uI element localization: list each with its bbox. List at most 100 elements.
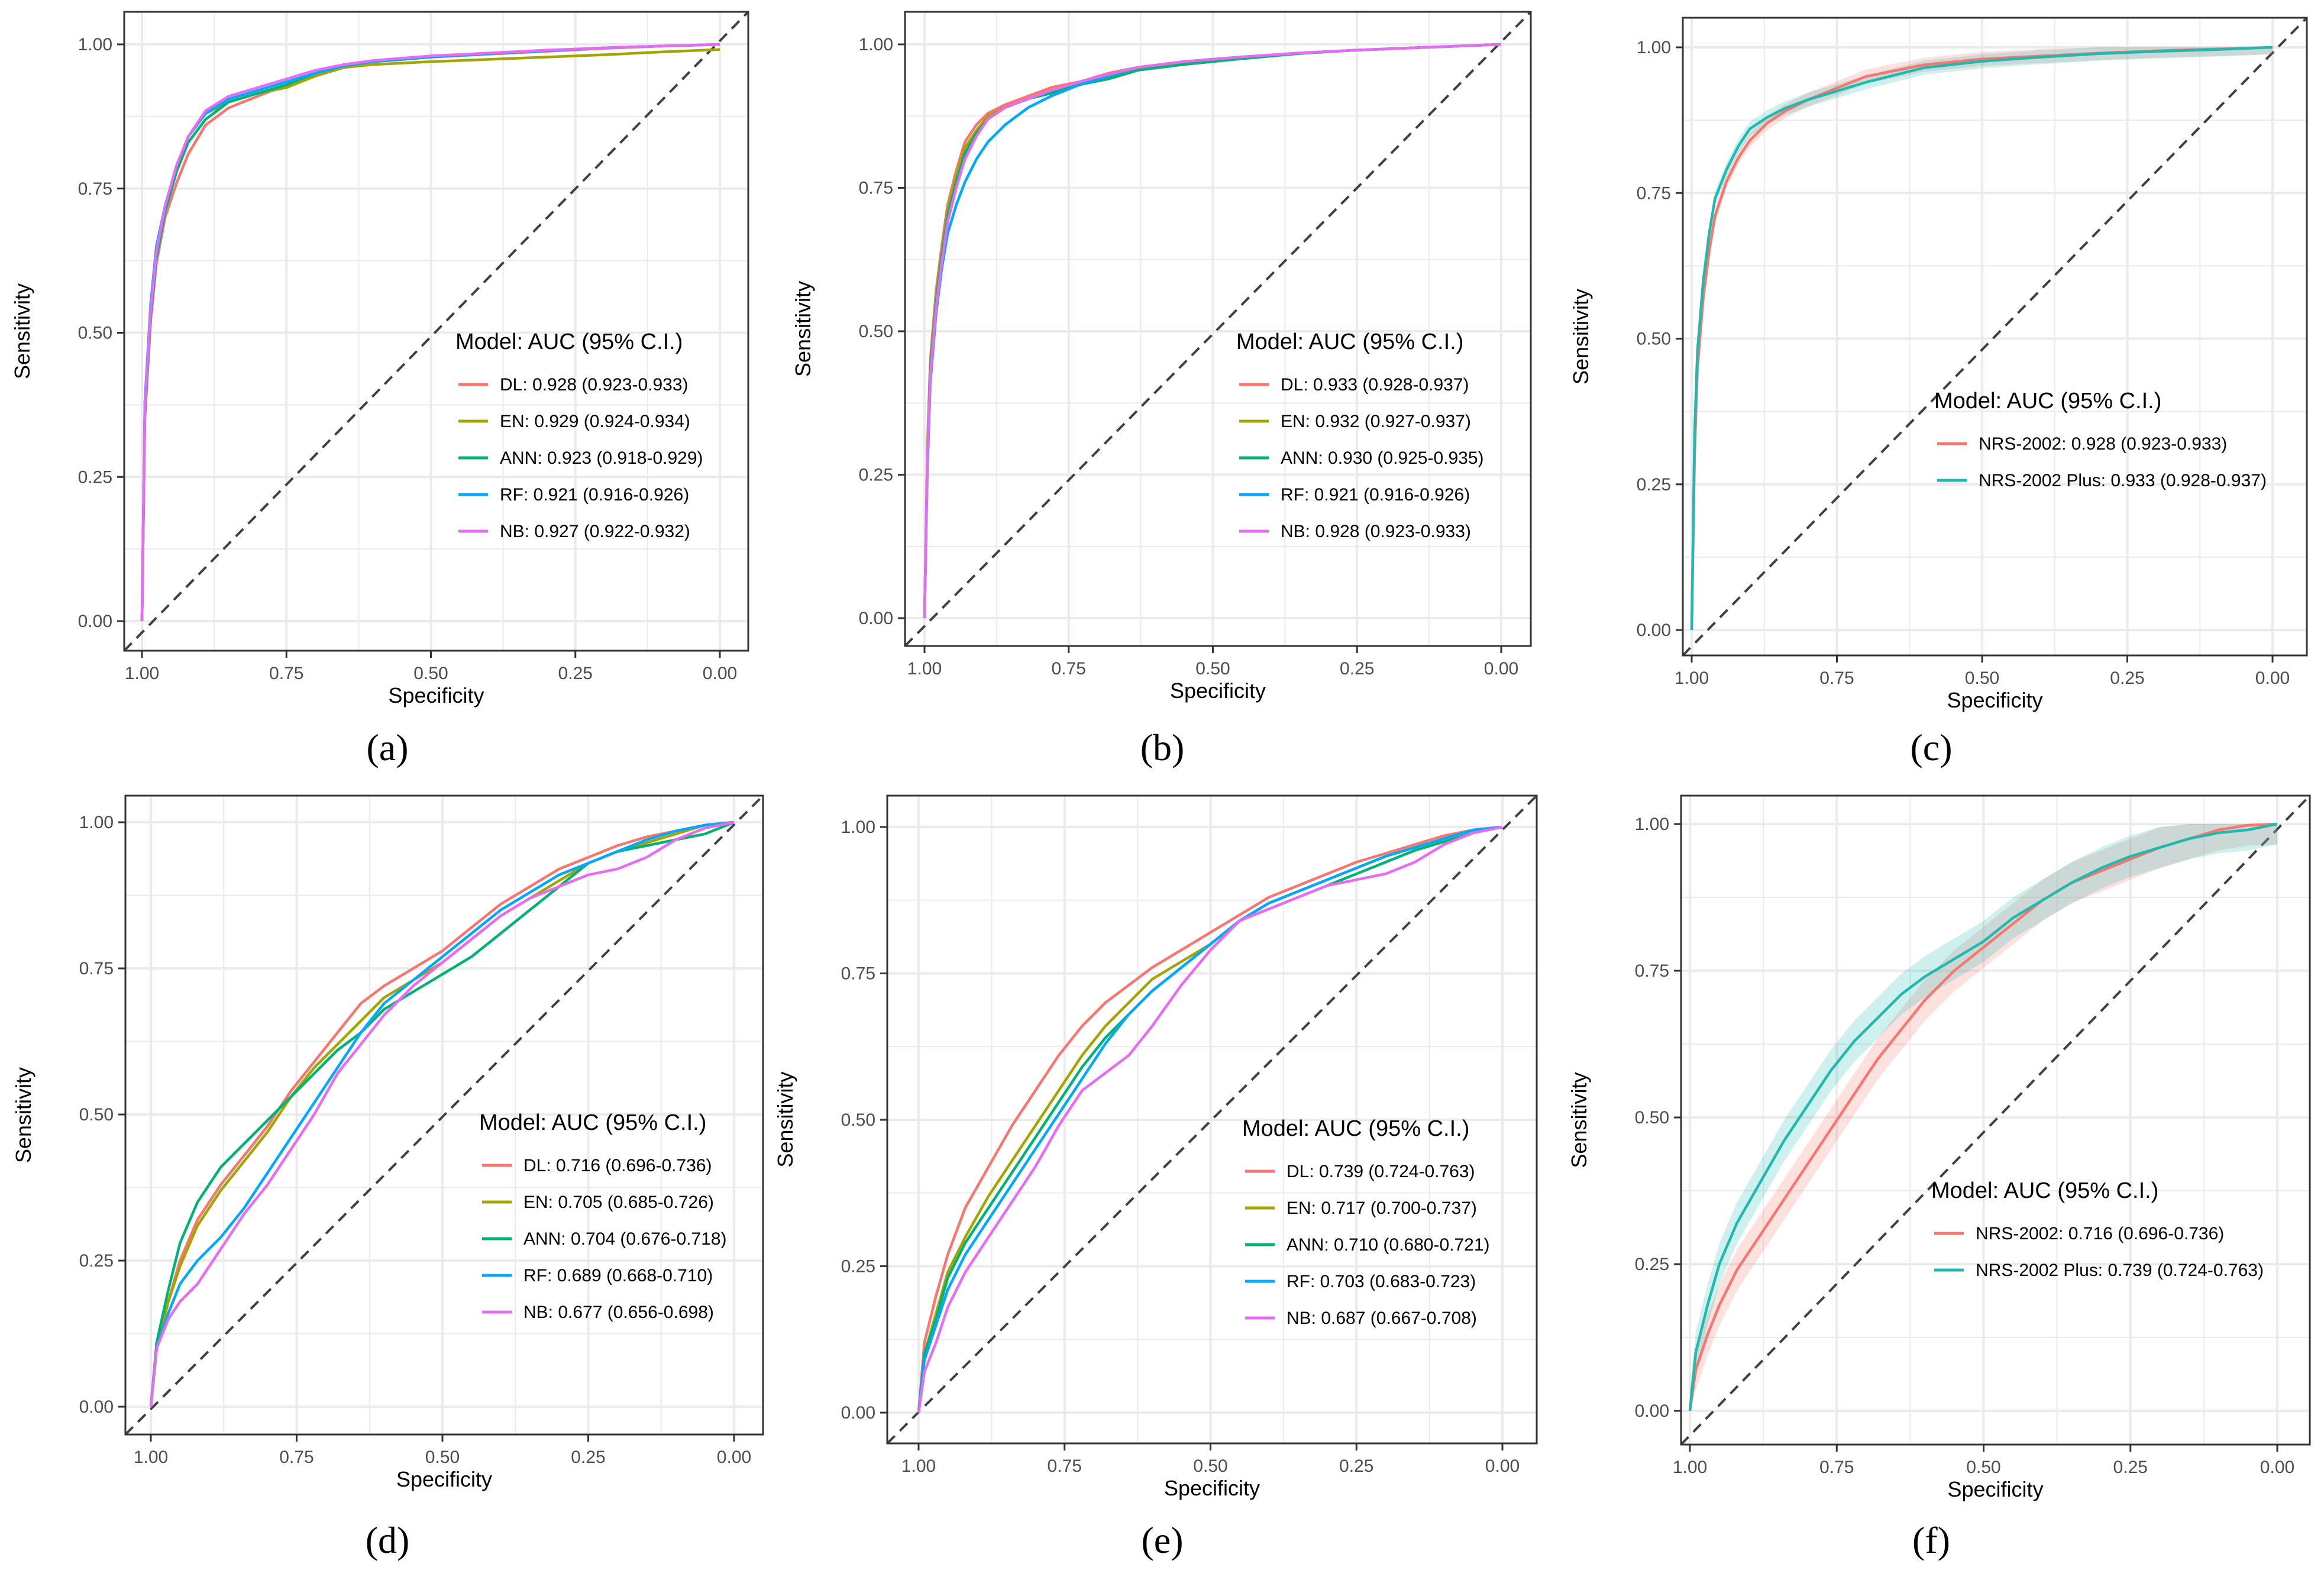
x-tick-label: 1.00 xyxy=(134,1448,168,1467)
y-axis-title: Sensitivity xyxy=(11,1067,35,1163)
legend: Model: AUC (95% C.I.) NRS-2002: 0.928 (0.… xyxy=(1934,389,2267,490)
legend-label: ANN: 0.710 (0.680-0.721) xyxy=(1287,1235,1490,1255)
x-tick-label: 0.25 xyxy=(2110,668,2144,688)
x-tick-label: 0.00 xyxy=(703,664,737,683)
x-tick-label: 1.00 xyxy=(1673,1458,1707,1477)
legend-title: Model: AUC (95% C.I.) xyxy=(479,1110,706,1135)
legend-label: NRS-2002: 0.716 (0.696-0.736) xyxy=(1976,1224,2224,1243)
legend: Model: AUC (95% C.I.) DL: 0.716 (0.696-0.… xyxy=(479,1110,727,1322)
panel-label: (d) xyxy=(366,1519,410,1561)
y-tick-label: 0.75 xyxy=(1637,183,1671,203)
x-tick-label: 1.00 xyxy=(125,664,159,683)
y-tick-label: 0.00 xyxy=(841,1403,875,1423)
x-tick-label: 1.00 xyxy=(907,659,942,679)
y-tick-label: 0.50 xyxy=(841,1110,875,1130)
y-axis-title: Sensitivity xyxy=(791,281,815,377)
y-tick-label: 1.00 xyxy=(1635,815,1669,834)
y-tick-label: 0.75 xyxy=(841,964,875,984)
y-tick-label: 0.25 xyxy=(78,467,112,487)
y-tick-label: 0.75 xyxy=(78,179,112,199)
y-tick-label: 0.75 xyxy=(859,179,893,198)
y-tick-label: 0.00 xyxy=(78,612,112,631)
y-tick-label: 0.75 xyxy=(79,959,114,978)
chart-panel-b: 1.00 0.75 0.50 0.25 0.000.000.250.500.751.00… xyxy=(791,11,1532,768)
x-axis-title: Specificity xyxy=(396,1467,492,1491)
chart-panel-e: 1.00 0.75 0.50 0.25 0.000.000.250.500.751.00… xyxy=(773,794,1538,1561)
y-tick-label: 0.25 xyxy=(79,1251,114,1271)
x-tick-label: 0.25 xyxy=(558,664,593,683)
chart-panel-a: 1.00 0.75 0.50 0.25 0.000.000.250.500.751.00… xyxy=(10,11,749,768)
chart-panel-d: 1.00 0.75 0.50 0.25 0.000.000.250.500.751.00… xyxy=(11,794,764,1561)
roc-curve-nrs-2002-plus xyxy=(1690,46,2273,631)
y-tick-label: 0.00 xyxy=(1637,621,1671,640)
x-tick-label: 0.25 xyxy=(1340,659,1374,679)
y-tick-label: 1.00 xyxy=(1637,38,1671,57)
legend-title: Model: AUC (95% C.I.) xyxy=(1931,1178,2158,1203)
y-tick-label: 1.00 xyxy=(78,35,112,54)
y-axis-title: Sensitivity xyxy=(773,1071,797,1167)
x-axis-title: Specificity xyxy=(388,683,484,707)
panel-label: (c) xyxy=(1910,726,1952,768)
x-tick-label: 0.00 xyxy=(717,1448,751,1467)
y-tick-label: 0.00 xyxy=(79,1397,114,1417)
gridlines xyxy=(1683,18,2307,655)
y-tick-label: 1.00 xyxy=(859,35,893,54)
legend-label: RF: 0.921 (0.916-0.926) xyxy=(1281,485,1470,505)
legend: Model: AUC (95% C.I.) DL: 0.933 (0.928-0.… xyxy=(1236,329,1484,541)
reference-diagonal-line xyxy=(1682,17,2308,657)
x-tick-label: 0.00 xyxy=(2255,668,2290,688)
roc-curve-rf xyxy=(917,825,1503,1413)
y-tick-label: 0.25 xyxy=(1637,475,1671,495)
legend-label: RF: 0.689 (0.668-0.710) xyxy=(523,1266,713,1285)
y-tick-label: 0.75 xyxy=(1635,961,1669,981)
legend-title: Model: AUC (95% C.I.) xyxy=(1934,389,2161,413)
x-tick-label: 0.00 xyxy=(1484,659,1518,679)
x-tick-label: 1.00 xyxy=(1675,668,1709,688)
legend-label: NB: 0.677 (0.656-0.698) xyxy=(523,1303,714,1322)
y-tick-label: 1.00 xyxy=(841,818,875,837)
panel-border xyxy=(1682,17,2308,657)
axis-ticks: 1.00 0.75 0.50 0.25 0.00 0.00 0.25 0.50 0.75 1.00 xyxy=(78,35,738,683)
roc-curve-nrs-2002-plus xyxy=(1688,822,2278,1411)
x-tick-label: 0.75 xyxy=(1819,668,1854,688)
x-tick-label: 0.25 xyxy=(2113,1458,2148,1477)
legend-label: ANN: 0.923 (0.918-0.929) xyxy=(500,448,703,468)
gridlines xyxy=(1681,796,2310,1445)
legend-label: ANN: 0.930 (0.925-0.935) xyxy=(1281,448,1484,468)
roc-curve-rf xyxy=(149,820,735,1407)
x-axis-title: Specificity xyxy=(1170,679,1266,703)
reference-diagonal-line xyxy=(123,11,749,652)
x-tick-label: 0.75 xyxy=(269,664,303,683)
x-tick-label: 0.50 xyxy=(425,1448,460,1467)
legend-label: NB: 0.927 (0.922-0.932) xyxy=(500,522,690,541)
gridlines xyxy=(125,796,763,1435)
legend-label: RF: 0.703 (0.683-0.723) xyxy=(1287,1272,1476,1291)
chart-panel-f: 1.00 0.75 0.50 0.25 0.000.000.250.500.751.00… xyxy=(1567,794,2311,1561)
chart-panel-c: 1.00 0.75 0.50 0.25 0.000.000.250.500.751.00… xyxy=(1569,17,2308,768)
roc-curve-nb xyxy=(923,43,1502,619)
panel-label: (e) xyxy=(1141,1519,1183,1561)
x-tick-label: 0.75 xyxy=(1819,1458,1854,1477)
x-axis-title: Specificity xyxy=(1947,688,2042,712)
legend-title: Model: AUC (95% C.I.) xyxy=(1242,1116,1469,1141)
y-tick-label: 0.25 xyxy=(859,466,893,485)
y-axis-title: Sensitivity xyxy=(1569,289,1593,385)
panel-label: (f) xyxy=(1912,1519,1950,1561)
axis-ticks: 1.00 0.75 0.50 0.25 0.00 0.00 0.25 0.50 0.75 1.00 xyxy=(859,35,1519,679)
panel-border xyxy=(123,11,749,652)
legend-label: RF: 0.921 (0.916-0.926) xyxy=(500,485,689,505)
y-axis-title: Sensitivity xyxy=(1567,1072,1591,1168)
reference-diagonal-line xyxy=(124,794,764,1436)
x-tick-label: 0.75 xyxy=(1048,1456,1082,1476)
legend-label: EN: 0.932 (0.927-0.937) xyxy=(1281,412,1471,431)
legend-title: Model: AUC (95% C.I.) xyxy=(455,329,683,354)
roc-curve-nb xyxy=(149,820,735,1407)
x-tick-label: 1.00 xyxy=(901,1456,936,1476)
legend-label: NRS-2002 Plus: 0.933 (0.928-0.937) xyxy=(1979,471,2267,490)
legend-label: NB: 0.687 (0.667-0.708) xyxy=(1287,1309,1477,1328)
y-tick-label: 0.00 xyxy=(859,609,893,628)
x-tick-label: 0.00 xyxy=(1485,1456,1520,1476)
reference-diagonal-line xyxy=(1680,794,2311,1446)
